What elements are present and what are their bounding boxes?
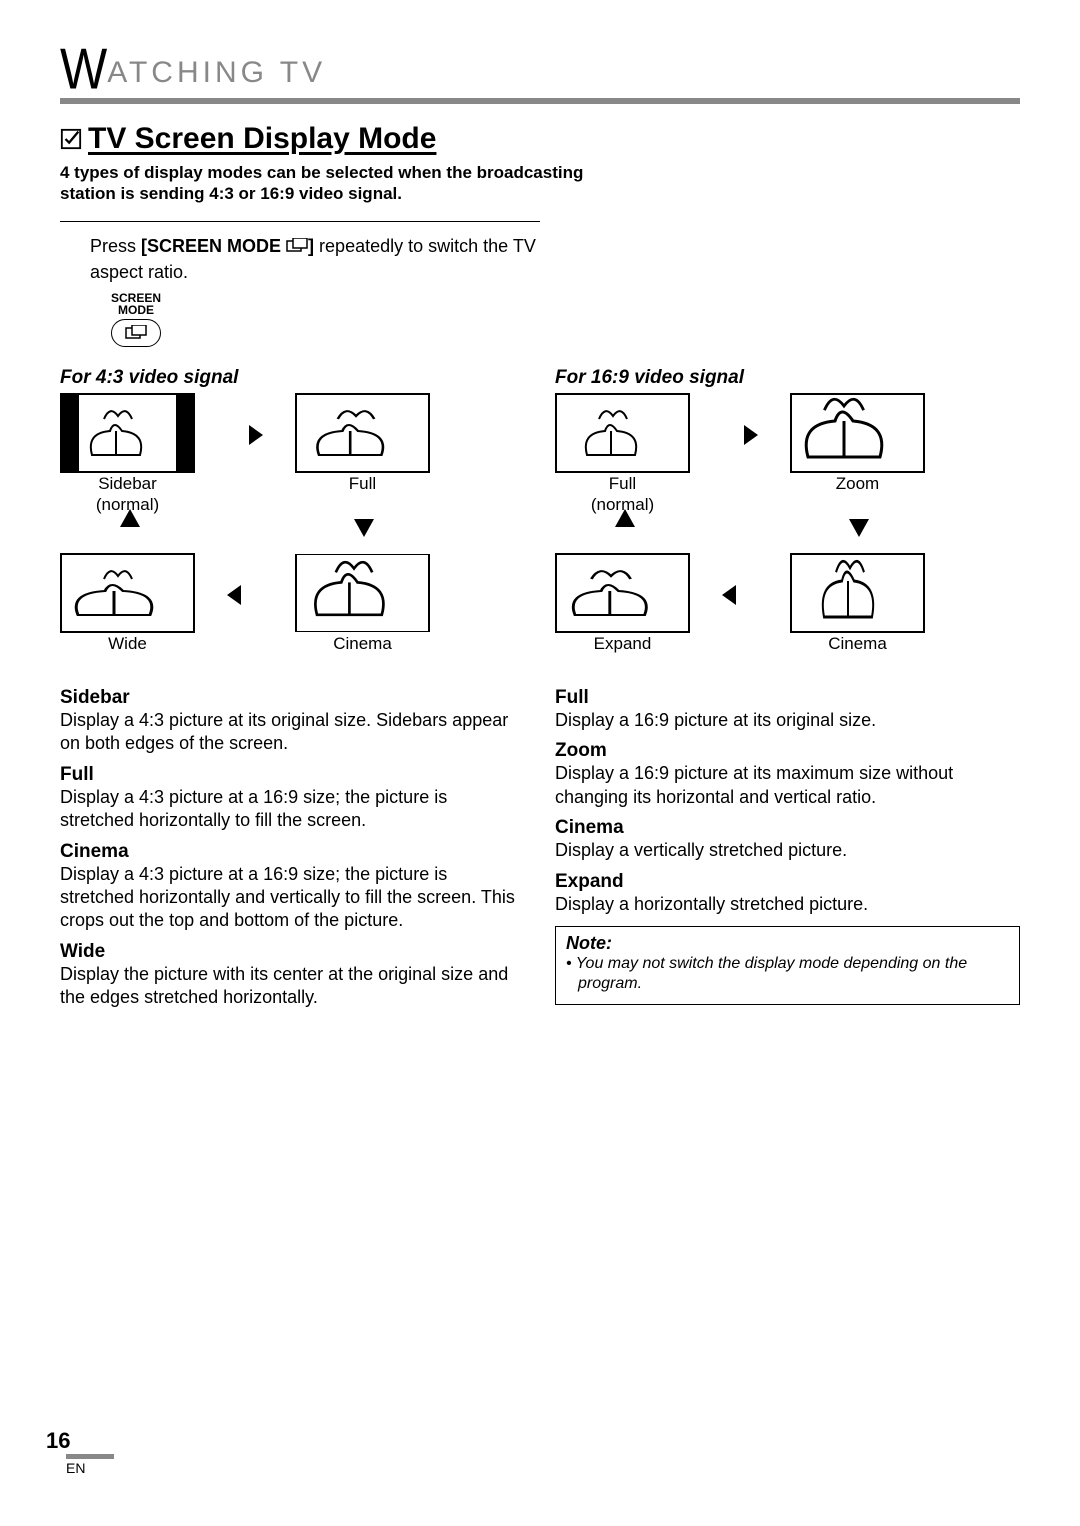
desc-zoom-title: Zoom — [555, 740, 1020, 762]
chapter-cap: W — [60, 36, 107, 103]
mode-sidebar-icon — [60, 393, 195, 473]
page-footer: 16 EN — [46, 1428, 114, 1478]
desc-cinema43-title: Cinema — [60, 841, 525, 863]
mode-full-169-caption1: Full — [555, 475, 690, 494]
desc-sidebar-title: Sidebar — [60, 687, 525, 709]
mode-cinema-169-icon — [790, 553, 925, 633]
mode-full-169-icon — [555, 393, 690, 473]
desc-cinema43-body: Display a 4:3 picture at a 16:9 size; th… — [60, 863, 525, 933]
note-list: You may not switch the display mode depe… — [566, 954, 1009, 994]
right-heading: For 16:9 video signal — [555, 367, 1020, 389]
note-title: Note: — [566, 933, 1009, 954]
right-descriptions: Full Display a 16:9 picture at its origi… — [555, 687, 1020, 916]
mode-cinema-43: Cinema — [295, 553, 430, 654]
mode-sidebar-caption1: Sidebar — [60, 475, 195, 494]
mode-full-169: Full (normal) — [555, 393, 690, 514]
instruction-prefix: Press — [90, 236, 141, 256]
chapter-rest: ATCHING TV — [107, 56, 326, 89]
desc-full169-title: Full — [555, 687, 1020, 709]
mode-full-43-caption: Full — [295, 475, 430, 494]
mode-zoom: Zoom — [790, 393, 925, 494]
instruction-bold: [SCREEN MODE — [141, 236, 281, 256]
arrow-up-icon — [116, 507, 144, 553]
page-number: 16 — [46, 1428, 114, 1454]
section-title-row: TV Screen Display Mode — [60, 122, 1020, 156]
desc-wide-body: Display the picture with its center at t… — [60, 963, 525, 1010]
instruction-block: Press [SCREEN MODE ] repeatedly to switc… — [60, 221, 540, 348]
mode-cinema-43-icon — [295, 553, 430, 633]
left-mode-grid: Sidebar (normal) Full Wide — [60, 393, 490, 673]
desc-sidebar-body: Display a 4:3 picture at its original si… — [60, 709, 525, 756]
mode-expand: Expand — [555, 553, 690, 654]
desc-full43-title: Full — [60, 764, 525, 786]
right-mode-grid: Full (normal) Zoom Expand — [555, 393, 985, 673]
mode-expand-caption: Expand — [555, 635, 690, 654]
mode-full-43: Full — [295, 393, 430, 494]
chapter-header: WATCHING TV — [60, 40, 1020, 104]
remote-button-diagram: SCREEN MODE — [96, 292, 176, 347]
section-title: TV Screen Display Mode — [88, 122, 436, 156]
desc-full169-body: Display a 16:9 picture at its original s… — [555, 709, 1020, 732]
mode-wide-icon — [60, 553, 195, 633]
arrow-down-icon — [350, 493, 378, 539]
note-item: You may not switch the display mode depe… — [578, 954, 1009, 994]
arrow-left-icon — [225, 581, 265, 609]
left-descriptions: Sidebar Display a 4:3 picture at its ori… — [60, 687, 525, 1010]
mode-cinema-169: Cinema — [790, 553, 925, 654]
col-16-9: For 16:9 video signal Full (normal) — [555, 367, 1020, 1010]
col-4-3: For 4:3 video signal Sidebar (normal) — [60, 367, 525, 1010]
desc-zoom-body: Display a 16:9 picture at its maximum si… — [555, 762, 1020, 809]
arrow-left-icon — [720, 581, 760, 609]
mode-sidebar: Sidebar (normal) — [60, 393, 195, 514]
mode-expand-icon — [555, 553, 690, 633]
mode-full-43-icon — [295, 393, 430, 473]
button-label-2: MODE — [96, 304, 176, 316]
desc-wide-title: Wide — [60, 941, 525, 963]
desc-full43-body: Display a 4:3 picture at a 16:9 size; th… — [60, 786, 525, 833]
left-heading: For 4:3 video signal — [60, 367, 525, 389]
desc-expand-body: Display a horizontally stretched picture… — [555, 893, 1020, 916]
check-box-icon — [60, 128, 82, 150]
arrow-up-icon — [611, 507, 639, 553]
page-lang: EN — [66, 1454, 114, 1476]
arrow-right-icon — [225, 421, 265, 449]
arrow-down-icon — [845, 493, 873, 539]
columns: For 4:3 video signal Sidebar (normal) — [60, 367, 1020, 1010]
mode-zoom-icon — [790, 393, 925, 473]
instruction-text: Press [SCREEN MODE ] repeatedly to switc… — [90, 234, 540, 285]
mode-cinema-169-caption: Cinema — [790, 635, 925, 654]
desc-cinema169-body: Display a vertically stretched picture. — [555, 839, 1020, 862]
arrow-right-icon — [720, 421, 760, 449]
mode-zoom-caption: Zoom — [790, 475, 925, 494]
note-box: Note: You may not switch the display mod… — [555, 926, 1020, 1005]
screen-mode-icon — [286, 236, 308, 260]
section-intro: 4 types of display modes can be selected… — [60, 162, 620, 205]
screen-mode-button-icon — [111, 319, 161, 347]
desc-expand-title: Expand — [555, 871, 1020, 893]
mode-wide-caption: Wide — [60, 635, 195, 654]
chapter-title: WATCHING TV — [60, 40, 1020, 98]
mode-cinema-43-caption: Cinema — [295, 635, 430, 654]
mode-wide: Wide — [60, 553, 195, 654]
desc-cinema169-title: Cinema — [555, 817, 1020, 839]
